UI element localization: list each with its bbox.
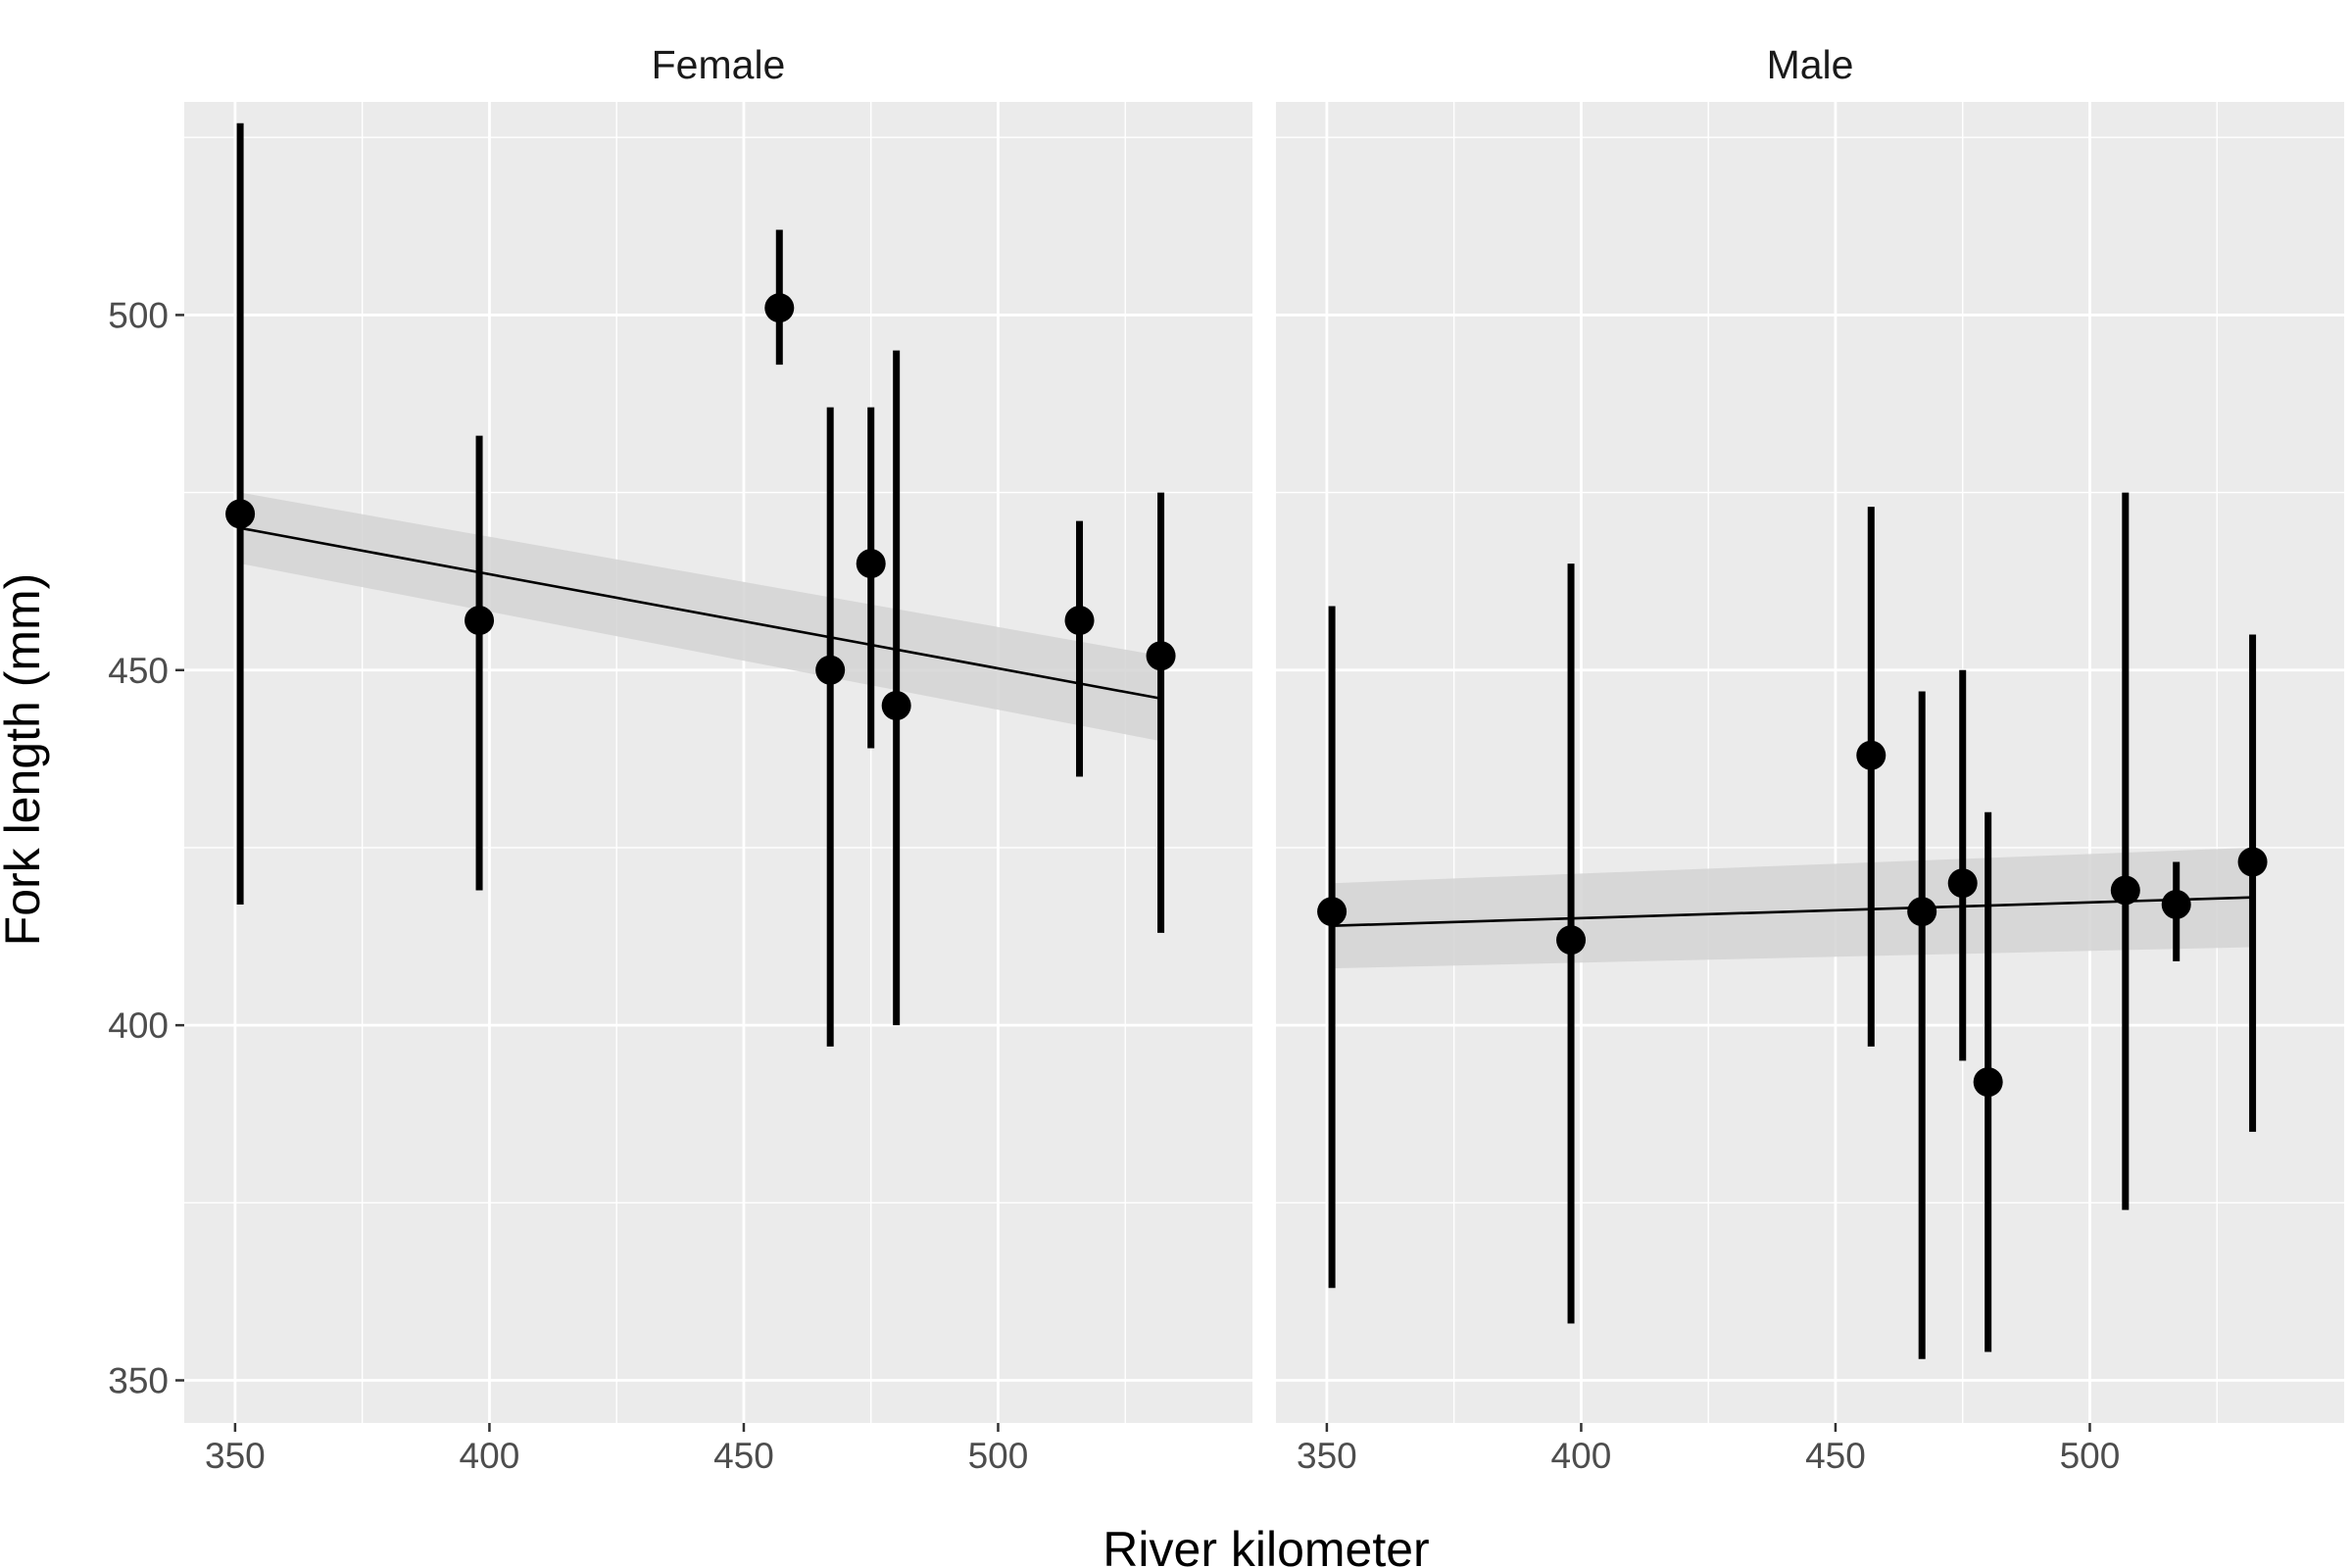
- panel-background: [184, 102, 1252, 1423]
- data-point: [2110, 875, 2140, 906]
- x-tick-label: 400: [1551, 1436, 1612, 1476]
- panel-background: [1276, 102, 2344, 1423]
- data-point: [1947, 868, 1978, 899]
- regression-line: [239, 526, 1161, 701]
- data-point: [1856, 740, 1886, 770]
- confidence-ribbon: [240, 492, 1161, 742]
- x-tick-label: 400: [460, 1436, 520, 1476]
- panels-layer: Female 350 400 450 500 350 400 450 500 Male 350 400…: [108, 42, 2344, 1476]
- data-point: [2161, 889, 2191, 919]
- panel-1: Male 350 400 450 500: [1276, 42, 2344, 1476]
- data-point: [1556, 925, 1587, 956]
- regression-line: [1332, 896, 2253, 927]
- data-point: [1146, 641, 1176, 671]
- data-point: [764, 293, 795, 323]
- y-tick-label: 450: [108, 651, 169, 691]
- x-tick-label: 500: [2060, 1436, 2121, 1476]
- x-tick-label: 450: [713, 1436, 774, 1476]
- y-tick-label: 500: [108, 295, 169, 335]
- data-point: [2237, 847, 2268, 877]
- x-axis-title: River kilometer: [1102, 1522, 1429, 1568]
- y-tick-label: 400: [108, 1005, 169, 1046]
- facet-strip-label: Male: [1767, 42, 1854, 87]
- data-point: [1317, 897, 1348, 927]
- data-point: [856, 549, 886, 579]
- facet-strip-label: Female: [652, 42, 786, 87]
- data-point: [815, 655, 846, 685]
- data-point: [225, 499, 256, 529]
- data-point: [1973, 1067, 2003, 1098]
- x-tick-label: 450: [1805, 1436, 1866, 1476]
- y-tick-label: 350: [108, 1361, 169, 1401]
- data-point: [1907, 897, 1937, 927]
- x-tick-label: 500: [968, 1436, 1029, 1476]
- y-axis-title: Fork length (mm): [0, 573, 50, 947]
- data-point: [465, 606, 495, 636]
- x-tick-label: 350: [205, 1436, 266, 1476]
- panel-0: Female 350 400 450 500 350 400 450 500: [108, 42, 1252, 1476]
- data-point: [881, 691, 911, 721]
- x-tick-label: 350: [1297, 1436, 1357, 1476]
- data-point: [1064, 606, 1095, 636]
